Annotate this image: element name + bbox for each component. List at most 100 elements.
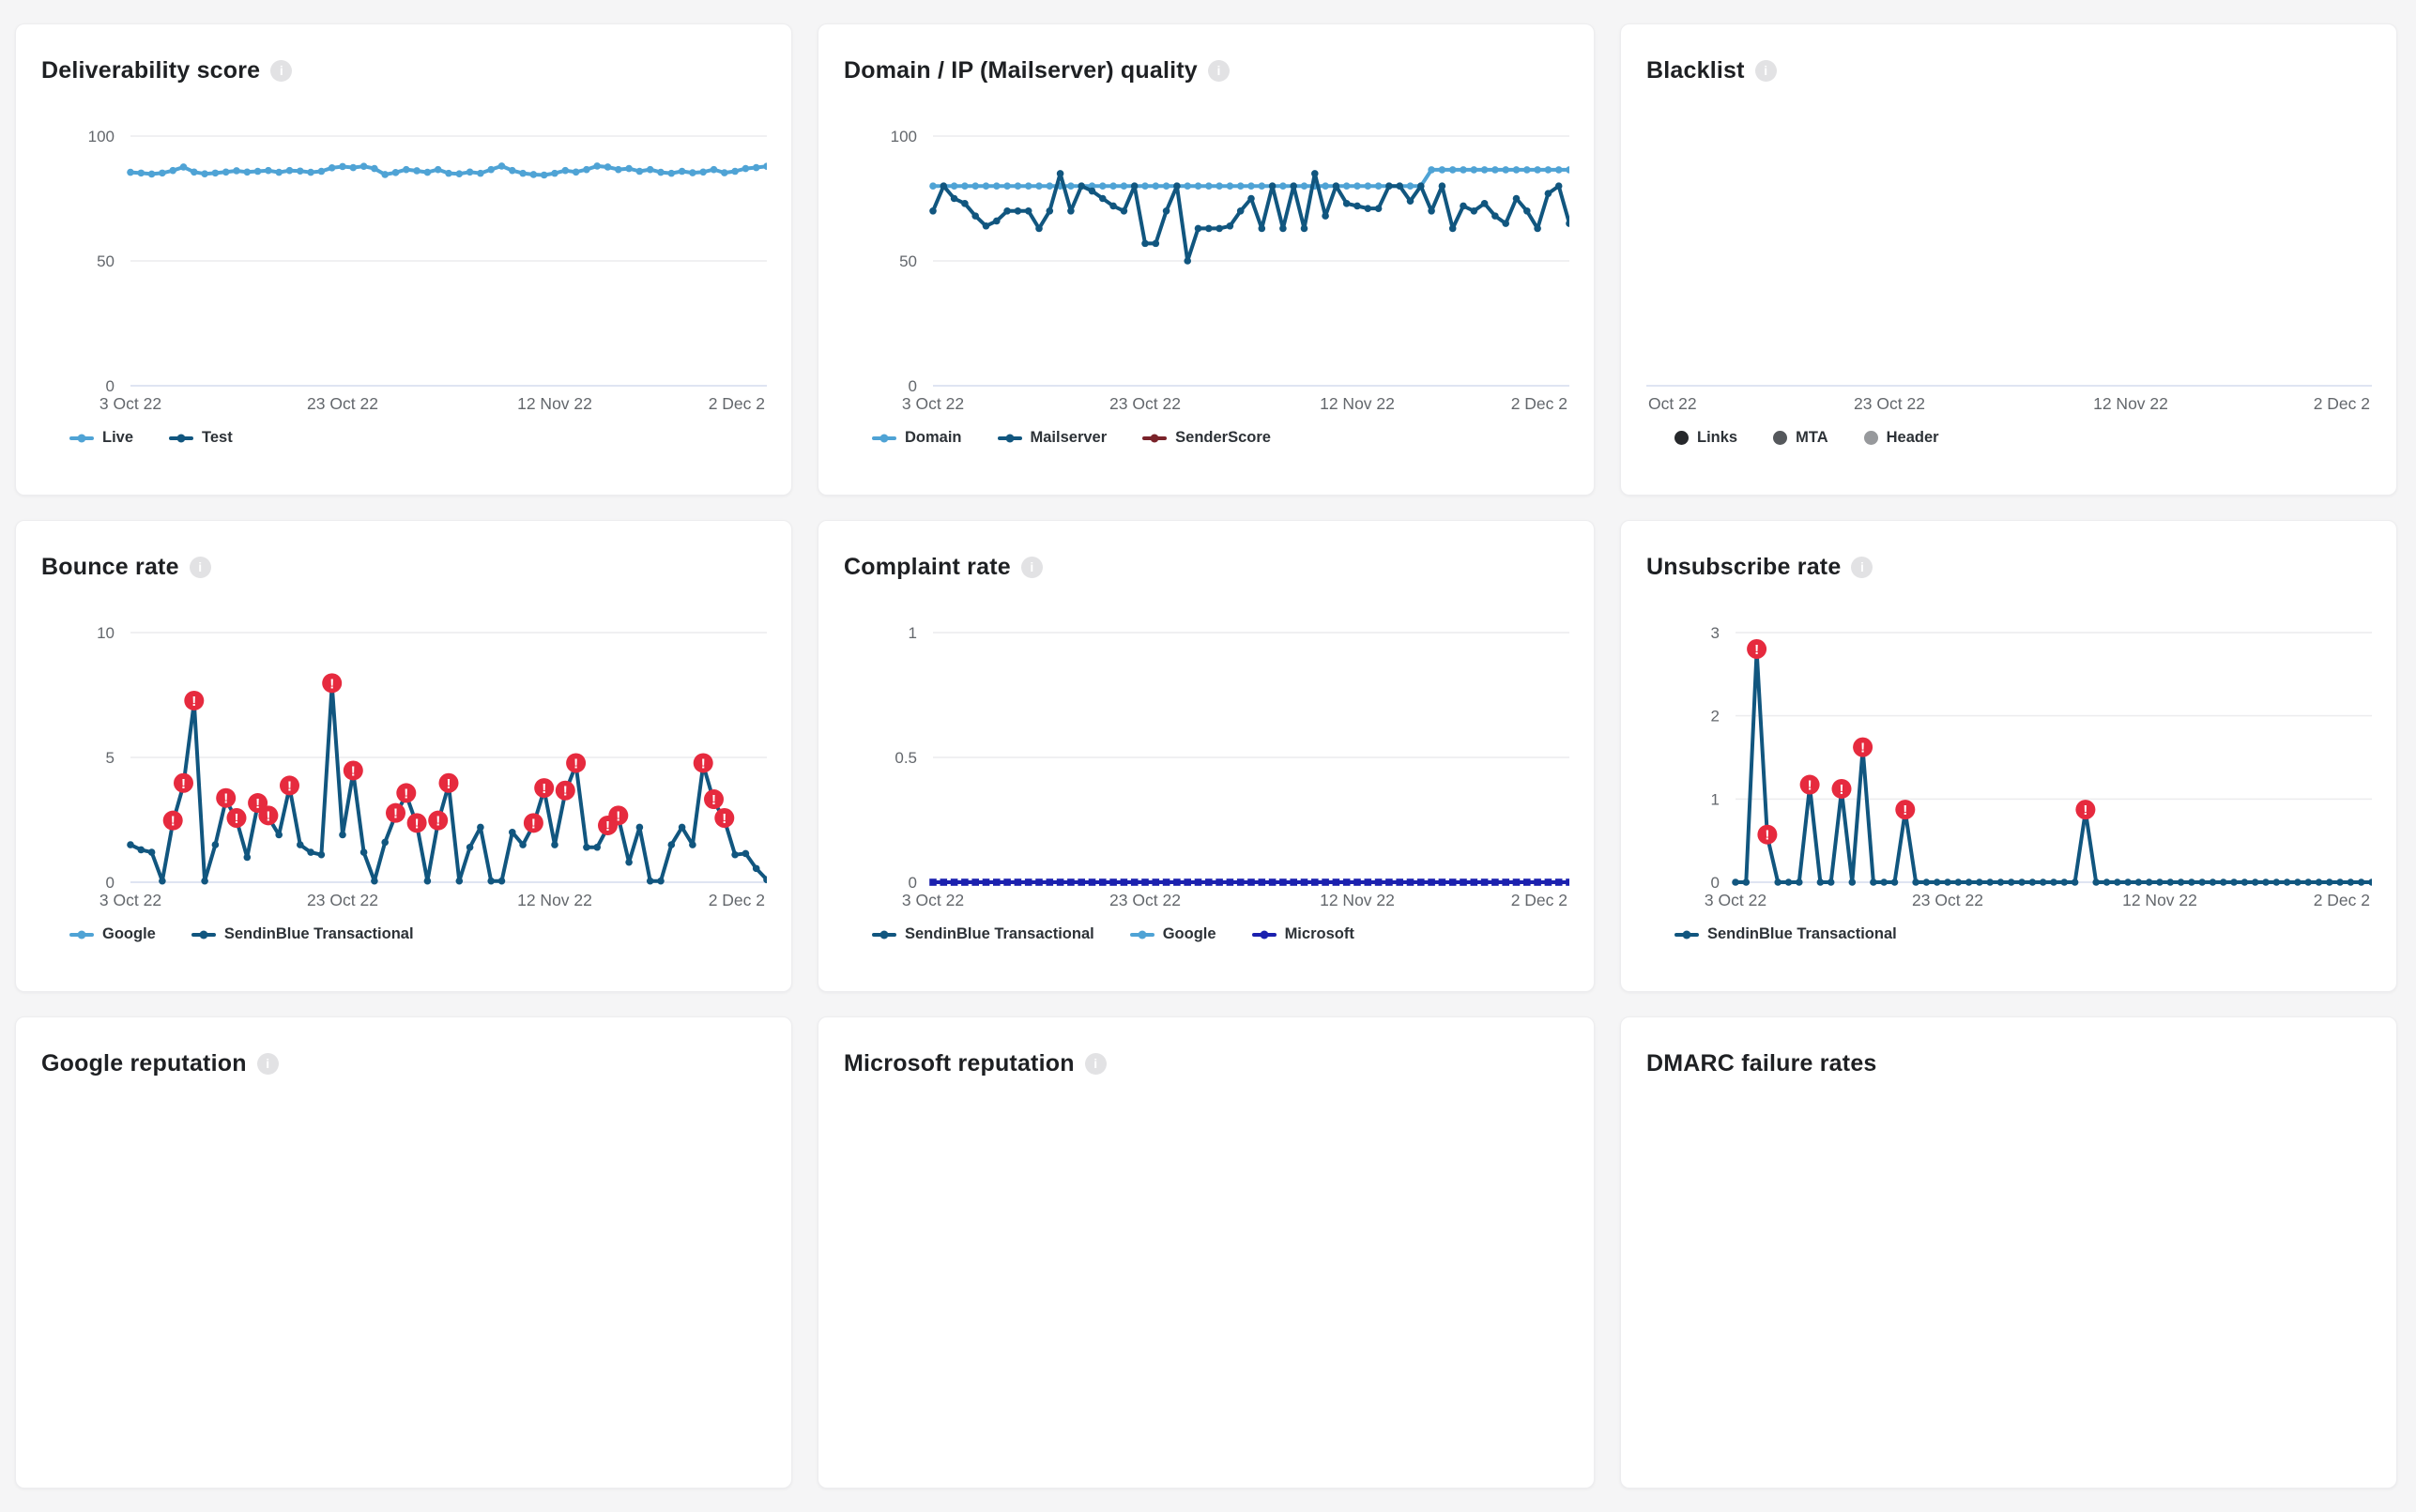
svg-text:2 Dec 2: 2 Dec 2	[709, 891, 765, 909]
info-icon[interactable]: i	[1754, 59, 1777, 82]
svg-text:12 Nov 22: 12 Nov 22	[517, 891, 592, 909]
svg-text:50: 50	[97, 252, 115, 270]
info-icon[interactable]: i	[270, 59, 293, 82]
svg-text:!: !	[563, 784, 568, 800]
svg-text:!: !	[329, 676, 334, 692]
card-header: Bounce rate i	[41, 553, 766, 581]
svg-text:!: !	[181, 776, 186, 792]
card-header: Microsoft reputation i	[844, 1049, 1568, 1077]
legend-label: SendinBlue Transactional	[905, 925, 1094, 942]
legend-item-google[interactable]: Google	[1129, 925, 1216, 943]
info-icon[interactable]: i	[189, 556, 211, 578]
svg-text:23 Oct 22: 23 Oct 22	[1109, 394, 1181, 413]
legend-item-domain[interactable]: Domain	[872, 429, 962, 447]
card-title: Bounce rate	[41, 553, 179, 580]
legend-item-microsoft[interactable]: Microsoft	[1251, 925, 1354, 943]
svg-text:23 Oct 22: 23 Oct 22	[1912, 891, 1983, 909]
svg-text:!: !	[1860, 741, 1865, 756]
svg-text:0: 0	[1711, 874, 1720, 892]
legend-line-marker	[169, 434, 194, 442]
card-title: Deliverability score	[41, 56, 261, 84]
svg-text:!: !	[351, 763, 356, 779]
complaint-rate-chart: 1 0.5 03 Oct 22 23 Oct 22 12 Nov 22 2 Dec 2	[895, 624, 1569, 909]
info-icon[interactable]: i	[1084, 1052, 1107, 1075]
card-title: Unsubscribe rate	[1646, 553, 1842, 580]
legend-label: SendinBlue Transactional	[223, 925, 414, 942]
svg-text:2 Dec 2: 2 Dec 2	[2314, 394, 2370, 413]
svg-text:100: 100	[891, 128, 917, 145]
svg-text:3 Oct 22: 3 Oct 22	[99, 394, 161, 413]
legend-item-links[interactable]: Links	[1674, 429, 1737, 447]
svg-text:Oct 22: Oct 22	[1648, 394, 1697, 413]
legend-item-test[interactable]: Test	[169, 429, 233, 447]
legend-label: Mailserver	[1030, 429, 1108, 446]
legend-line-marker	[191, 930, 216, 939]
card-header: Google reputation i	[41, 1049, 766, 1077]
svg-text:!: !	[573, 756, 578, 771]
legend-item-mta[interactable]: MTA	[1773, 429, 1828, 447]
info-icon[interactable]: i	[1851, 556, 1873, 578]
legend-item-sendinblue-transactional[interactable]: SendinBlue Transactional	[191, 925, 414, 943]
legend-item-senderscore[interactable]: SenderScore	[1142, 429, 1271, 447]
svg-text:!: !	[223, 791, 228, 807]
card-title: Complaint rate	[844, 553, 1011, 580]
info-icon[interactable]: i	[1020, 556, 1043, 578]
svg-text:3: 3	[1711, 624, 1720, 642]
svg-text:!: !	[722, 811, 726, 827]
svg-text:!: !	[393, 806, 398, 822]
svg-text:12 Nov 22: 12 Nov 22	[2122, 891, 2197, 909]
svg-text:!: !	[531, 816, 536, 832]
svg-text:3 Oct 22: 3 Oct 22	[1705, 891, 1766, 909]
svg-text:1: 1	[1711, 790, 1720, 808]
svg-text:!: !	[616, 808, 620, 824]
legend-label: Domain	[905, 429, 962, 446]
svg-text:23 Oct 22: 23 Oct 22	[307, 891, 378, 909]
info-icon[interactable]: i	[1207, 59, 1230, 82]
svg-text:!: !	[1754, 642, 1759, 658]
legend-line-marker	[997, 434, 1022, 442]
legend-item-sendinblue-transactional[interactable]: SendinBlue Transactional	[872, 925, 1094, 943]
svg-text:!: !	[404, 786, 408, 802]
card-title: Domain / IP (Mailserver) quality	[844, 56, 1198, 84]
svg-text:0.5: 0.5	[895, 749, 917, 767]
svg-text:2 Dec 2: 2 Dec 2	[2314, 891, 2370, 909]
legend-label: SendinBlue Transactional	[1707, 925, 1897, 942]
legend: Domain Mailserver SenderScore	[872, 429, 1568, 447]
svg-text:!: !	[701, 756, 706, 771]
legend-item-live[interactable]: Live	[69, 429, 133, 447]
svg-text:12 Nov 22: 12 Nov 22	[2093, 394, 2168, 413]
svg-text:0: 0	[106, 377, 115, 395]
svg-text:1: 1	[909, 624, 917, 642]
svg-text:5: 5	[106, 749, 115, 767]
card-title: Google reputation	[41, 1049, 247, 1077]
legend-item-header[interactable]: Header	[1863, 429, 1939, 447]
svg-text:100: 100	[88, 128, 115, 145]
legend-circle-marker	[1863, 431, 1878, 445]
svg-text:2 Dec 2: 2 Dec 2	[1511, 891, 1567, 909]
legend-label: Links	[1697, 429, 1738, 446]
legend: Live Test	[69, 429, 766, 447]
card-title: DMARC failure rates	[1646, 1049, 1877, 1077]
svg-text:!: !	[436, 814, 440, 830]
legend-label: Header	[1886, 429, 1939, 446]
svg-text:12 Nov 22: 12 Nov 22	[1320, 891, 1395, 909]
card-header: Complaint rate i	[844, 553, 1568, 581]
svg-text:23 Oct 22: 23 Oct 22	[307, 394, 378, 413]
svg-text:!: !	[1765, 828, 1769, 844]
legend-line-marker	[872, 434, 896, 442]
svg-text:!: !	[542, 781, 546, 797]
card-deliverability-score: Deliverability score i 100 50 0 3 Oct 22 23 …	[15, 23, 792, 496]
legend: Links MTA Header	[1674, 429, 2371, 447]
svg-text:!: !	[191, 694, 196, 710]
card-blacklist: Blacklist i Oct 22 23 Oct 22 12 Nov 22 2 De…	[1620, 23, 2397, 496]
legend-item-sendinblue-transactional[interactable]: SendinBlue Transactional	[1674, 925, 1897, 943]
legend-label: SenderScore	[1175, 429, 1271, 446]
info-icon[interactable]: i	[256, 1052, 279, 1075]
svg-text:12 Nov 22: 12 Nov 22	[517, 394, 592, 413]
legend-item-mailserver[interactable]: Mailserver	[997, 429, 1108, 447]
domain-ip-quality-chart: 100 50 03 Oct 22 23 Oct 22 12 Nov 22 2 Dec 2	[891, 128, 1569, 413]
legend-item-google[interactable]: Google	[69, 925, 156, 943]
deliverability-chart: 100 50 03 Oct 22 23 Oct 22 12 Nov 22 2 Dec 2	[88, 128, 767, 413]
